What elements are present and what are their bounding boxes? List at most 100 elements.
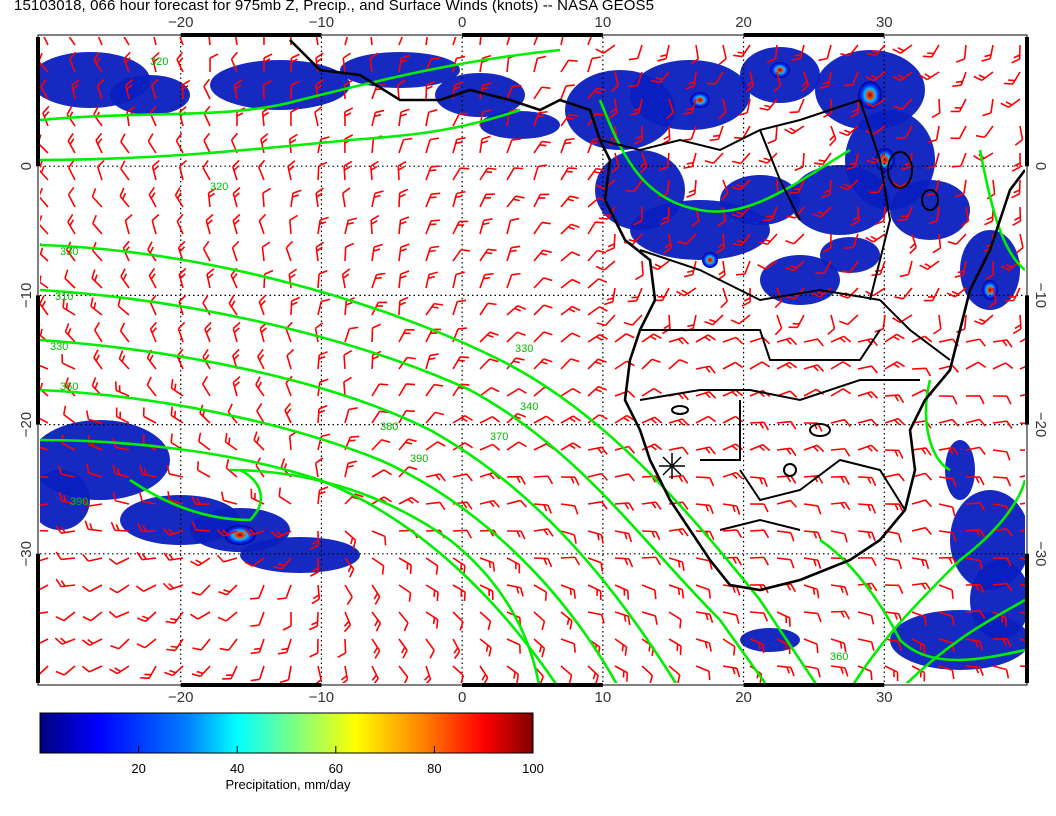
wind-barb xyxy=(965,502,986,511)
wind-barb xyxy=(767,125,778,145)
wind-barb xyxy=(992,362,1014,370)
wind-barb xyxy=(560,195,579,208)
wind-barb xyxy=(938,418,960,427)
wind-barb xyxy=(683,98,697,115)
precip-area xyxy=(240,537,360,573)
wind-barb xyxy=(317,378,329,397)
wind-barb xyxy=(506,584,524,597)
wind-barb xyxy=(479,557,496,572)
wind-barb xyxy=(151,51,160,73)
wind-barb xyxy=(633,125,643,145)
wind-barb xyxy=(425,383,444,397)
wind-barb xyxy=(234,37,238,46)
wind-barb xyxy=(911,557,930,570)
wind-barb xyxy=(290,296,301,316)
wind-barb xyxy=(982,98,994,117)
wind-barb xyxy=(124,213,133,235)
wind-barb xyxy=(785,260,805,272)
wind-barb xyxy=(41,37,49,46)
wind-barb xyxy=(164,665,184,677)
lat-tick-label-right: −20 xyxy=(1032,412,1049,437)
wind-barb xyxy=(201,376,211,397)
wind-barb xyxy=(731,206,751,218)
wind-barb xyxy=(587,358,607,370)
wind-barb xyxy=(533,304,553,316)
wind-barb xyxy=(927,125,940,144)
wind-barb xyxy=(803,584,820,599)
wind-barb xyxy=(818,44,832,62)
precip-core xyxy=(770,62,790,78)
wind-barb xyxy=(776,665,795,677)
wind-barb xyxy=(398,188,409,208)
height-contour xyxy=(924,379,951,472)
wind-barb xyxy=(821,179,832,199)
contour-label: 320 xyxy=(210,181,228,193)
wind-barb xyxy=(611,152,620,174)
wind-barb xyxy=(774,287,783,309)
wind-barb xyxy=(722,389,744,397)
wind-barb xyxy=(165,611,184,624)
wind-barb xyxy=(115,407,130,424)
wind-barb xyxy=(785,233,805,245)
wind-barb xyxy=(838,125,859,137)
precip-area xyxy=(435,73,525,117)
wind-barb xyxy=(560,530,577,544)
wind-barb xyxy=(136,551,157,561)
wind-barb xyxy=(506,665,520,683)
wind-barb xyxy=(774,314,783,336)
wind-barb xyxy=(371,272,386,289)
wind-barb xyxy=(250,665,265,682)
wind-barb xyxy=(217,611,238,622)
wind-barb xyxy=(227,403,238,424)
height-contour xyxy=(40,48,561,122)
height-contour xyxy=(40,288,767,683)
wind-barb xyxy=(63,405,76,424)
wind-barb xyxy=(225,459,238,478)
wind-barb xyxy=(166,638,184,652)
wind-barb xyxy=(803,503,822,515)
wind-barb xyxy=(398,108,410,127)
wind-barb xyxy=(273,557,292,570)
lon-tick-label-top: 10 xyxy=(595,14,612,31)
wind-barb xyxy=(695,665,711,681)
wind-barb xyxy=(533,110,548,127)
wind-barb xyxy=(191,665,211,678)
wind-barb xyxy=(840,260,859,274)
wind-barb xyxy=(140,665,157,680)
wind-barb xyxy=(40,275,49,289)
wind-barb xyxy=(371,557,385,575)
wind-barb xyxy=(587,87,606,100)
wind-barb xyxy=(123,51,131,73)
wind-barb xyxy=(803,611,822,623)
wind-barb xyxy=(695,415,717,424)
wind-barb xyxy=(947,233,967,245)
colorbar-tick-label: 40 xyxy=(230,761,244,776)
wind-barb xyxy=(928,206,940,225)
wind-barb xyxy=(204,321,212,343)
wind-barb xyxy=(398,557,412,574)
wind-barb xyxy=(243,528,265,536)
wind-barb xyxy=(587,37,594,46)
wind-barb xyxy=(843,71,859,87)
wind-barb xyxy=(479,109,492,127)
wind-barb xyxy=(722,361,744,370)
lon-tick-label-bottom: 10 xyxy=(595,689,612,706)
wind-barb xyxy=(58,491,76,505)
wind-barb xyxy=(560,584,576,599)
wind-barb xyxy=(749,638,765,654)
wind-barb xyxy=(479,302,497,316)
wind-barb xyxy=(1019,334,1025,343)
wind-barb xyxy=(897,206,913,221)
wind-barb xyxy=(136,638,157,649)
wind-barb xyxy=(93,52,103,73)
wind-barb xyxy=(506,530,526,540)
wind-barb xyxy=(614,332,635,343)
wind-barb xyxy=(803,338,824,347)
wind-barb xyxy=(398,665,409,683)
wind-barb xyxy=(142,407,157,424)
wind-barb xyxy=(506,37,512,46)
wind-barb xyxy=(884,557,903,570)
wind-barb xyxy=(343,611,352,633)
wind-barb xyxy=(791,44,805,62)
wind-barb xyxy=(533,221,551,235)
